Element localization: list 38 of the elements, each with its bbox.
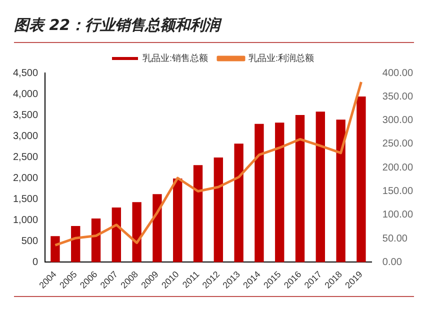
y2-tick-label: 300.00 [382,115,414,126]
y2-tick-label: 250.00 [382,138,414,150]
bar [214,158,224,262]
y-tick-label: 4,500 [12,68,38,79]
chart-title: 图表 22：行业销售总额和利润 [14,16,220,35]
bar [71,226,80,262]
y2-tick-label: 400.00 [382,68,414,79]
bar [254,124,264,262]
bar [295,115,305,262]
legend-label: 乳品业:利润总额 [248,52,314,63]
y2-tick-label: 200.00 [382,162,414,174]
bar [50,236,60,262]
bar [356,96,366,262]
y2-tick-label: 150.00 [382,186,414,198]
y2-tick-label: 50.00 [382,233,408,244]
y-tick-label: 3,000 [12,130,38,142]
bar [91,218,101,262]
bar [173,178,182,262]
y2-tick-label: 0.00 [382,256,402,268]
y-tick-label: 2,500 [12,152,38,163]
bar [316,112,326,262]
bar [193,165,203,262]
y-tick-label: 2,000 [12,172,38,184]
y-tick-label: 4,000 [12,88,38,100]
bar [112,208,122,262]
bar [336,120,346,262]
y-tick-label: 1,500 [12,194,38,205]
bar [152,194,162,262]
y-tick-label: 0 [32,256,38,268]
y-tick-label: 1,000 [12,214,38,226]
y2-tick-label: 100.00 [382,210,414,221]
y2-tick-label: 350.00 [382,91,414,102]
legend-label: 乳品业:销售总额 [142,52,208,63]
bar [275,122,284,262]
bar [234,144,244,262]
bar [132,202,142,262]
y-tick-label: 500 [21,236,38,247]
y-tick-label: 3,500 [12,110,38,121]
